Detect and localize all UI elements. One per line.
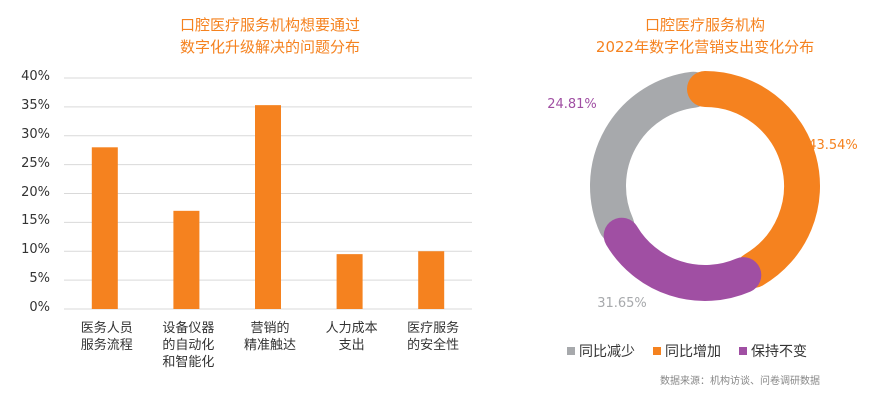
source-note: 数据来源：机构访谈、问卷调研数据 <box>660 376 820 387</box>
legend-swatch <box>653 347 661 355</box>
value-label: 31.65% <box>597 296 647 311</box>
bar <box>255 105 281 309</box>
bar <box>91 147 118 309</box>
y-tick-label: 25% <box>21 155 50 171</box>
value-label: 24.81% <box>547 97 597 112</box>
legend-label: 同比增加 <box>665 344 721 360</box>
legend-label: 保持不变 <box>751 344 807 360</box>
y-tick-label: 20% <box>21 184 50 200</box>
bar-title: 口腔医疗服务机构想要通过 数字化升级解决的问题分布 <box>179 16 360 56</box>
y-tick-label: 5% <box>29 271 50 287</box>
y-tick-label: 30% <box>21 126 50 142</box>
x-tick-label: 医务人员 服务流程 <box>80 321 133 353</box>
bar <box>173 210 200 309</box>
y-tick-label: 10% <box>21 242 50 258</box>
value-label: 43.54% <box>808 138 858 153</box>
legend-swatch <box>739 347 747 355</box>
y-tick-label: 35% <box>21 97 50 113</box>
donut-segment <box>590 71 712 244</box>
y-tick-label: 15% <box>21 213 50 229</box>
donut-segment <box>687 71 820 288</box>
x-tick-label: 人力成本 支出 <box>325 321 378 353</box>
bar <box>418 251 445 309</box>
x-tick-label: 营销的 精准触达 <box>243 321 296 353</box>
donut-segment <box>603 217 762 301</box>
legend-swatch <box>567 347 575 355</box>
donut-title: 口腔医疗服务机构 2022年数字化营销支出变化分布 <box>595 16 815 56</box>
y-tick-label: 0% <box>29 300 50 315</box>
y-tick-label: 40% <box>21 69 50 84</box>
x-tick-label: 医疗服务 的安全性 <box>407 321 460 353</box>
x-tick-label: 设备仪器 的自动化 和智能化 <box>162 321 215 370</box>
bar <box>336 254 363 309</box>
legend-label: 同比减少 <box>579 344 635 360</box>
